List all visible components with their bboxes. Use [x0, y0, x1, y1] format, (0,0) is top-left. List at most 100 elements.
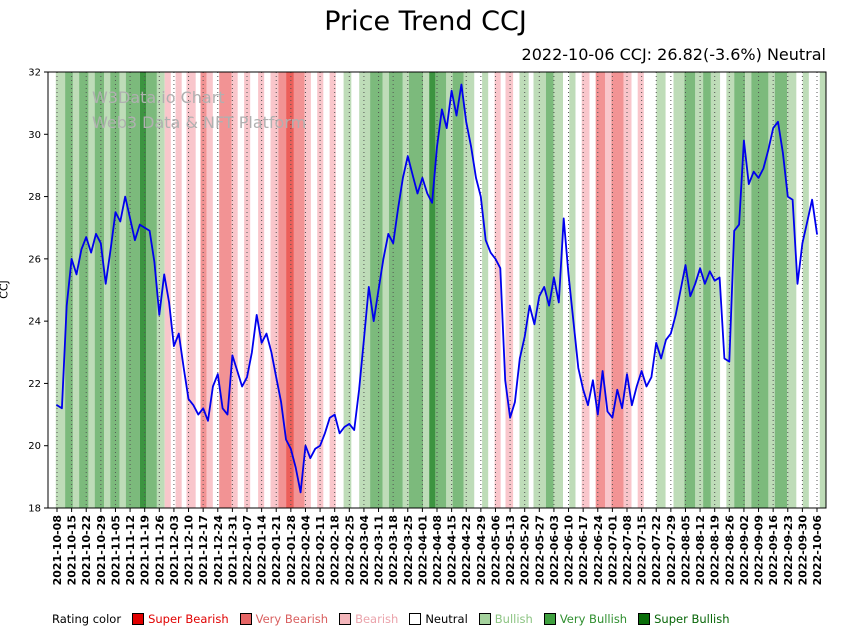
rating-band-neutral — [528, 72, 534, 508]
x-tick-label: 2022-10-06 — [811, 515, 824, 586]
x-tick-label: 2022-06-24 — [592, 515, 605, 586]
x-tick-label: 2022-09-02 — [738, 515, 751, 585]
rating-band-neutral — [575, 72, 582, 508]
rating-band-bearish — [304, 72, 311, 508]
x-tick-label: 2021-11-12 — [124, 515, 137, 585]
legend-item: Super Bullish — [638, 612, 730, 626]
rating-band-bullish — [343, 72, 352, 508]
x-tick-label: 2022-09-30 — [796, 515, 809, 586]
legend-item-label: Neutral — [425, 612, 468, 626]
rating-band-very_bearish — [278, 72, 287, 508]
legend-swatch — [409, 613, 422, 625]
rating-band-neutral — [488, 72, 495, 508]
rating-band-very_bearish — [595, 72, 605, 508]
x-tick-label: 2022-02-04 — [299, 515, 312, 586]
rating-band-very_bullish — [370, 72, 383, 508]
rating-band-neutral — [311, 72, 318, 508]
legend-item: Very Bullish — [543, 612, 627, 626]
rating-band-very_bullish — [94, 72, 104, 508]
rating-band-neutral — [195, 72, 201, 508]
x-tick-label: 2022-06-03 — [548, 515, 561, 585]
x-tick-label: 2022-07-01 — [606, 515, 619, 585]
x-tick-label: 2022-07-08 — [621, 515, 634, 585]
rating-band-bearish — [605, 72, 612, 508]
rating-band-bullish — [119, 72, 126, 508]
legend-swatch — [339, 613, 352, 625]
x-tick-label: 2022-05-27 — [533, 515, 546, 585]
x-tick-label: 2022-06-17 — [577, 515, 590, 585]
rating-band-neutral — [631, 72, 638, 508]
rating-band-very_bullish — [751, 72, 769, 508]
rating-band-super_bearish — [286, 72, 294, 508]
legend-item: Bullish — [478, 612, 533, 626]
rating-band-very_bearish — [611, 72, 624, 508]
y-tick-label: 30 — [28, 130, 41, 141]
rating-band-bearish — [505, 72, 514, 508]
rating-band-bullish — [802, 72, 809, 508]
x-tick-label: 2022-06-10 — [563, 515, 576, 586]
rating-band-neutral — [264, 72, 271, 508]
legend-title: Rating color — [52, 612, 122, 626]
rating-band-very_bullish — [146, 72, 157, 508]
page-title: Price Trend CCJ — [324, 6, 527, 37]
rating-band-very_bullish — [388, 72, 403, 508]
x-tick-label: 2022-05-06 — [489, 515, 502, 586]
rating-band-very_bullish — [435, 72, 447, 508]
x-tick-label: 2022-08-05 — [679, 515, 692, 585]
chart-subtitle: 2022-10-06 CCJ: 26.82(-3.6%) Neutral — [521, 45, 826, 64]
rating-band-very_bullish — [703, 72, 711, 508]
rating-band-very_bullish — [125, 72, 140, 508]
x-tick-label: 2022-04-22 — [460, 515, 473, 585]
rating-band-very_bullish — [452, 72, 464, 508]
rating-band-bullish — [519, 72, 529, 508]
y-tick-label: 24 — [28, 317, 41, 328]
x-tick-label: 2022-05-20 — [519, 515, 532, 586]
y-tick-label: 28 — [28, 192, 41, 203]
rating-band-bullish — [423, 72, 430, 508]
x-tick-label: 2022-01-28 — [285, 515, 298, 585]
rating-band-bearish — [637, 72, 644, 508]
legend-swatch — [132, 613, 145, 625]
legend-item-label: Very Bearish — [255, 612, 329, 626]
rating-band-bearish — [231, 72, 238, 508]
rating-band-neutral — [720, 72, 727, 508]
x-tick-label: 2022-08-26 — [723, 515, 736, 586]
x-tick-label: 2022-03-25 — [402, 515, 415, 585]
legend-swatch — [543, 613, 556, 625]
rating-band-neutral — [212, 72, 220, 508]
legend-item: Bearish — [339, 612, 398, 626]
rating-band-bullish — [656, 72, 666, 508]
legend-swatch — [478, 613, 491, 625]
rating-band-neutral — [237, 72, 244, 508]
rating-band-bullish — [72, 72, 80, 508]
x-tick-label: 2021-10-08 — [51, 515, 64, 585]
rating-band-bullish — [88, 72, 95, 508]
rating-band-bearish — [329, 72, 336, 508]
rating-legend: Rating color Super Bearish Very Bearish Be… — [52, 612, 730, 626]
rating-band-bullish — [104, 72, 111, 508]
rating-band-bullish — [726, 72, 735, 508]
rating-band-neutral — [48, 72, 56, 508]
price-line — [56, 83, 818, 494]
rating-band-neutral — [335, 72, 344, 508]
x-tick-label: 2022-02-11 — [314, 515, 327, 585]
x-tick-label: 2021-10-15 — [66, 515, 79, 585]
x-tick-label: 2022-02-25 — [343, 515, 356, 585]
rating-band-bearish — [175, 72, 182, 508]
rating-band-super_bullish — [429, 72, 436, 508]
rating-band-bearish — [186, 72, 196, 508]
x-tick-label: 2021-11-26 — [153, 515, 166, 586]
rating-band-bullish — [156, 72, 165, 508]
legend-item-label: Super Bearish — [148, 612, 229, 626]
rating-band-neutral — [500, 72, 506, 508]
rating-band-bullish — [482, 72, 489, 508]
rating-band-bullish — [55, 72, 66, 508]
rating-band-very_bearish — [293, 72, 305, 508]
x-tick-label: 2022-04-08 — [431, 515, 444, 585]
x-tick-label: 2022-02-18 — [329, 515, 342, 585]
x-tick-label: 2021-11-19 — [139, 515, 152, 585]
y-tick-label: 18 — [28, 504, 41, 515]
x-tick-label: 2022-08-19 — [709, 515, 722, 585]
x-tick-label: 2022-05-13 — [504, 515, 517, 585]
legend-item: Super Bearish — [132, 612, 229, 626]
